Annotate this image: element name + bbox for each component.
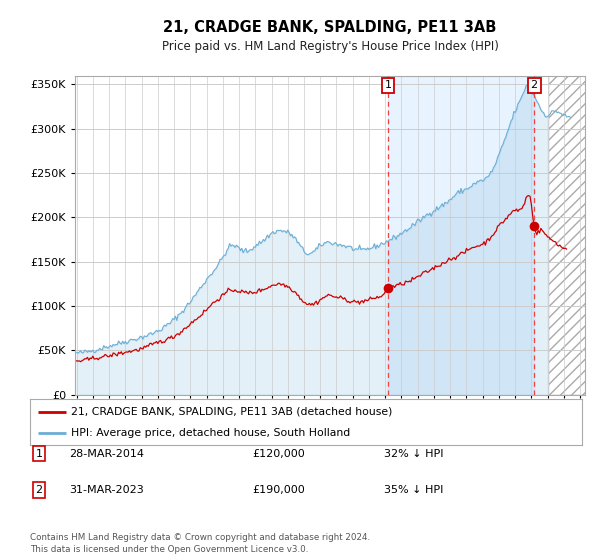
Text: 2: 2 [530, 81, 538, 90]
Bar [549, 76, 588, 395]
Text: 2: 2 [35, 485, 43, 495]
Text: 31-MAR-2023: 31-MAR-2023 [69, 485, 144, 495]
Text: This data is licensed under the Open Government Licence v3.0.: This data is licensed under the Open Gov… [30, 545, 308, 554]
Text: 1: 1 [385, 81, 391, 90]
Text: 28-MAR-2014: 28-MAR-2014 [69, 449, 144, 459]
Text: £190,000: £190,000 [252, 485, 305, 495]
Text: HPI: Average price, detached house, South Holland: HPI: Average price, detached house, Sout… [71, 428, 350, 438]
Text: £120,000: £120,000 [252, 449, 305, 459]
Text: Price paid vs. HM Land Registry's House Price Index (HPI): Price paid vs. HM Land Registry's House … [161, 40, 499, 53]
Bar [549, 76, 588, 395]
Text: 1: 1 [35, 449, 43, 459]
Text: 21, CRADGE BANK, SPALDING, PE11 3AB: 21, CRADGE BANK, SPALDING, PE11 3AB [163, 20, 497, 35]
Text: 32% ↓ HPI: 32% ↓ HPI [384, 449, 443, 459]
Bar [388, 76, 534, 395]
Text: 35% ↓ HPI: 35% ↓ HPI [384, 485, 443, 495]
Text: 21, CRADGE BANK, SPALDING, PE11 3AB (detached house): 21, CRADGE BANK, SPALDING, PE11 3AB (det… [71, 407, 393, 417]
Text: Contains HM Land Registry data © Crown copyright and database right 2024.: Contains HM Land Registry data © Crown c… [30, 533, 370, 542]
